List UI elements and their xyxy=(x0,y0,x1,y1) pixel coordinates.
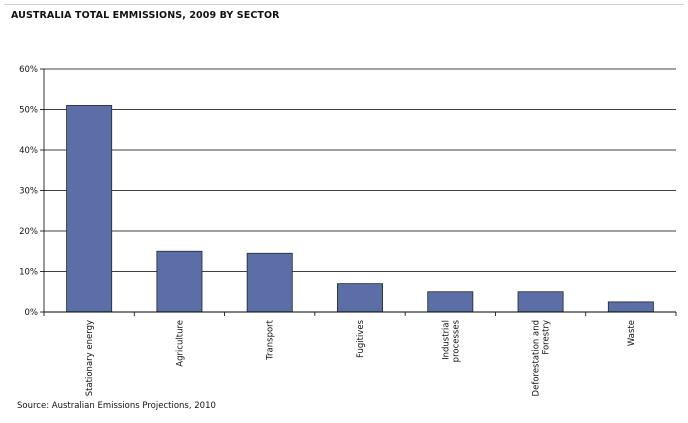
category-label: Waste xyxy=(627,320,637,346)
category-label: Agriculture xyxy=(175,320,185,367)
category-label: Stationary energy xyxy=(85,320,95,396)
category-label-line: Transport xyxy=(266,319,276,361)
y-tick-label: 60% xyxy=(19,65,38,75)
category-label: Fugitives xyxy=(356,319,366,358)
category-label-line: Forestry xyxy=(542,320,552,355)
category-label-line: Fugitives xyxy=(356,319,366,358)
bar xyxy=(66,105,113,313)
source-note: Source: Australian Emissions Projections… xyxy=(17,401,216,411)
chart-title: AUSTRALIA TOTAL EMMISSIONS, 2009 BY SECT… xyxy=(11,10,280,21)
y-tick-label: 30% xyxy=(19,187,38,197)
category-labels: Stationary energy Agriculture Transport Fug… xyxy=(85,319,637,396)
x-axis xyxy=(43,311,677,316)
category-label-line: Agriculture xyxy=(175,320,185,367)
category-label-line: Stationary energy xyxy=(85,320,95,396)
y-tick-label: 40% xyxy=(19,146,38,156)
category-label-line: Waste xyxy=(627,320,637,346)
category-label: Industrialprocesses xyxy=(441,319,461,362)
bar xyxy=(517,291,564,313)
bar xyxy=(607,301,654,313)
bar xyxy=(337,283,383,313)
category-label: Deforestation andForestry xyxy=(532,320,552,396)
bars xyxy=(66,105,654,313)
bar xyxy=(246,252,293,313)
y-tick-label: 10% xyxy=(19,268,38,278)
category-label-line: processes xyxy=(451,319,461,362)
gridlines xyxy=(44,68,676,272)
bar xyxy=(427,291,474,313)
top-rule xyxy=(4,4,684,5)
bar xyxy=(156,250,203,313)
y-axis: 0% 10% 20% 30% 40% 50% 60% xyxy=(19,65,45,318)
y-tick-label: 20% xyxy=(19,227,38,237)
category-label-line: Industrial xyxy=(441,320,451,360)
y-tick-label: 50% xyxy=(19,106,38,116)
category-label-line: Deforestation and xyxy=(532,320,542,396)
category-label: Transport xyxy=(266,319,276,361)
y-tick-label: 0% xyxy=(25,308,39,318)
